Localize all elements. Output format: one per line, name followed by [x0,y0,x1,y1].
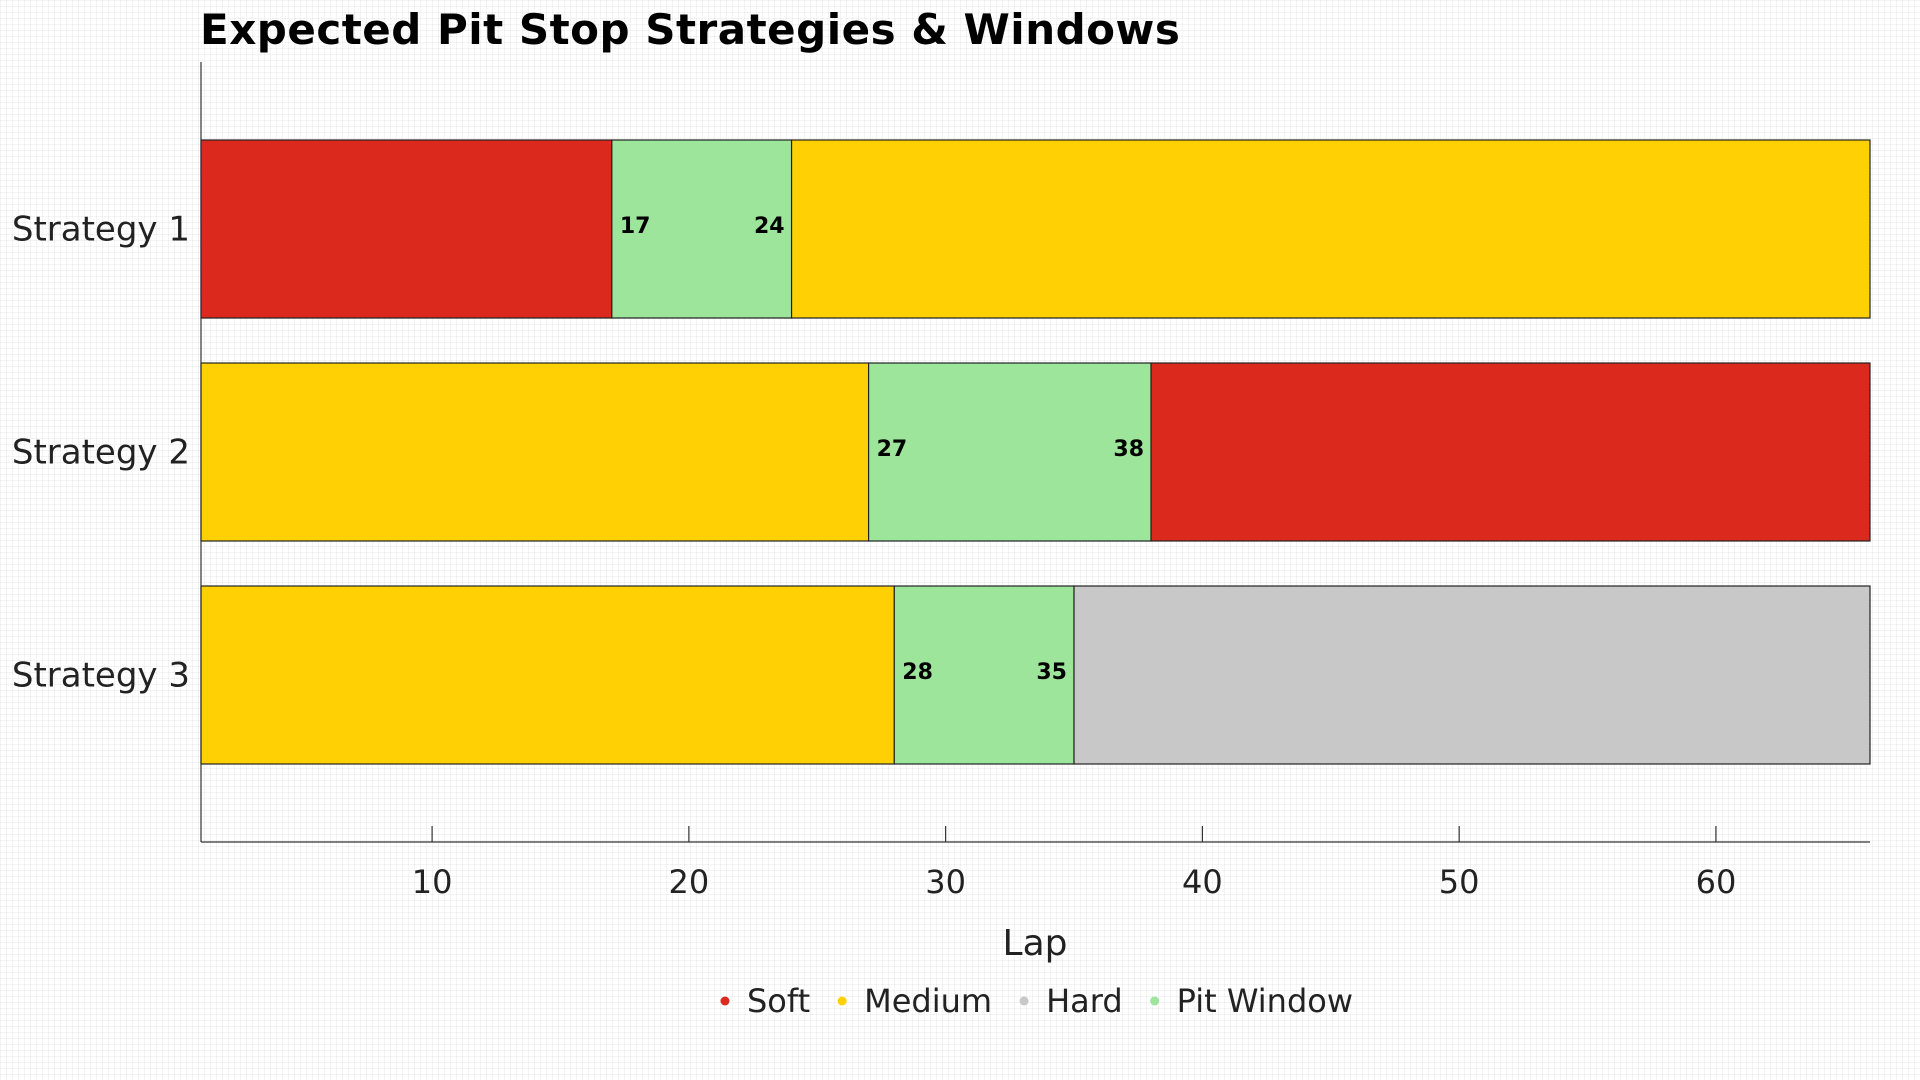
category-label-strategy-3: Strategy 3 [12,656,190,696]
legend-label-soft: Soft [747,982,810,1020]
strategy-3-segment-medium [200,585,895,765]
x-tick-label-20: 20 [669,863,710,901]
x-tick-label-30: 30 [925,863,966,901]
x-axis: 10 20 30 40 50 60 [200,62,1870,901]
strategy-2-window-close-label: 38 [1113,437,1144,462]
legend-label-pit-window: Pit Window [1177,982,1353,1020]
strategy-1-segment-pit-window [611,139,793,319]
strategy-3-window-close-label: 35 [1036,660,1067,685]
legend-marker-hard [1019,996,1029,1006]
strategy-1-segment-soft [200,139,613,319]
plot-area: 17 24 Strategy 1 27 38 Strategy 2 28 35 Strategy… [12,139,1871,765]
strategy-1-window-open-label: 17 [620,214,651,239]
x-tick-label-10: 10 [412,863,453,901]
x-tick-label-60: 60 [1696,863,1737,901]
strategy-3-window-open-label: 28 [902,660,933,685]
strategy-1-segment-medium [790,139,1871,319]
strategy-1-window-close-label: 24 [754,214,785,239]
category-label-strategy-1: Strategy 1 [12,210,190,250]
strategy-2-segment-pit-window [867,362,1152,542]
legend-label-medium: Medium [864,982,992,1020]
legend-item-soft: Soft [720,982,810,1020]
legend-marker-pit-window [1150,996,1160,1006]
legend-marker-soft [720,996,730,1006]
strategy-3-segment-hard [1073,585,1871,765]
strategy-2-window-open-label: 27 [877,437,908,462]
strategy-2-segment-medium [200,362,870,542]
legend-item-hard: Hard [1019,982,1123,1020]
legend-label-hard: Hard [1046,982,1123,1020]
chart-title: Expected Pit Stop Strategies & Windows [200,5,1180,54]
category-label-strategy-2: Strategy 2 [12,433,190,473]
legend-item-pit-window: Pit Window [1150,982,1353,1020]
x-tick-label-50: 50 [1439,863,1480,901]
legend-marker-medium [837,996,847,1006]
x-axis-title: Lap [1003,923,1068,964]
strategy-3-segment-pit-window [893,585,1075,765]
legend: Soft Medium Hard Pit Window [720,982,1353,1020]
x-tick-label-40: 40 [1182,863,1223,901]
legend-item-medium: Medium [837,982,992,1020]
strategy-2-segment-soft [1150,362,1871,542]
